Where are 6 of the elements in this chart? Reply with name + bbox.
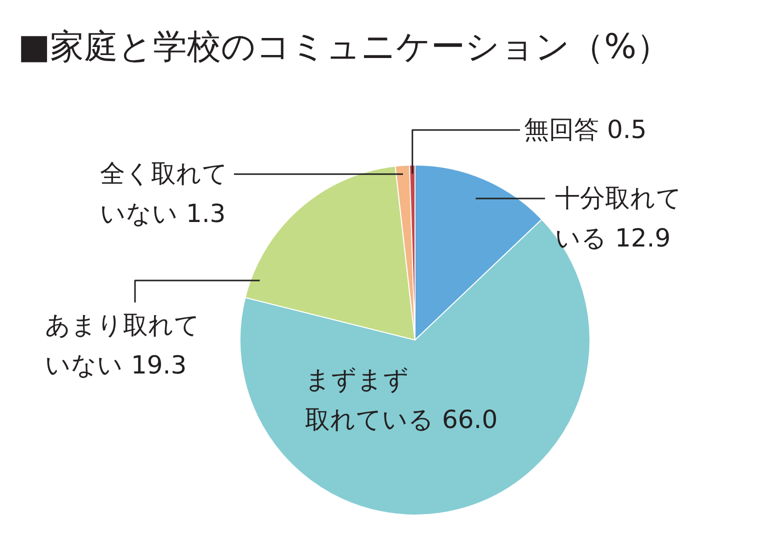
slice-label: まずまず取れている 66.0	[305, 365, 498, 434]
slice-label: 十分取れている 12.9	[555, 183, 682, 252]
slice-label: 無回答 0.5	[524, 115, 647, 144]
slice-label: あまり取れていない 19.3	[45, 310, 200, 380]
slice-label: 全く取れていない 1.3	[100, 159, 228, 228]
chart-title: ■家庭と学校のコミュニケーション（%）	[18, 27, 670, 67]
